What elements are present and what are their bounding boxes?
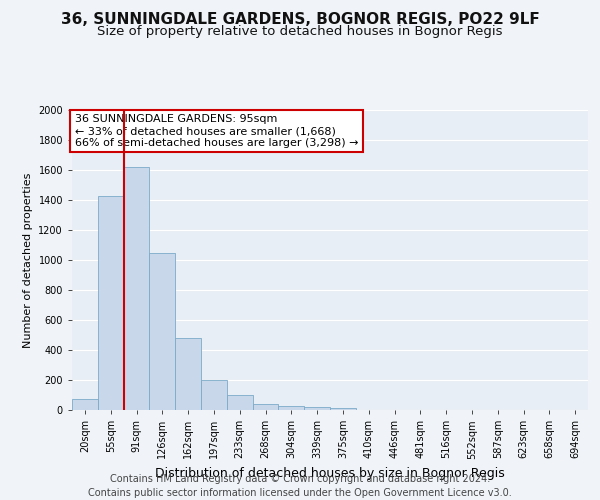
Bar bbox=[98, 196, 124, 410]
Text: Contains HM Land Registry data © Crown copyright and database right 2024.
Contai: Contains HM Land Registry data © Crown c… bbox=[88, 474, 512, 498]
Bar bbox=[253, 404, 278, 410]
Bar bbox=[124, 167, 149, 410]
Bar bbox=[149, 252, 175, 410]
Text: 36, SUNNINGDALE GARDENS, BOGNOR REGIS, PO22 9LF: 36, SUNNINGDALE GARDENS, BOGNOR REGIS, P… bbox=[61, 12, 539, 28]
Bar bbox=[304, 407, 330, 410]
Bar bbox=[72, 399, 98, 410]
Bar bbox=[175, 338, 201, 410]
Bar bbox=[330, 408, 356, 410]
Bar bbox=[201, 380, 227, 410]
Y-axis label: Number of detached properties: Number of detached properties bbox=[23, 172, 33, 348]
X-axis label: Distribution of detached houses by size in Bognor Regis: Distribution of detached houses by size … bbox=[155, 467, 505, 480]
Bar bbox=[278, 406, 304, 410]
Text: 36 SUNNINGDALE GARDENS: 95sqm
← 33% of detached houses are smaller (1,668)
66% o: 36 SUNNINGDALE GARDENS: 95sqm ← 33% of d… bbox=[74, 114, 358, 148]
Bar bbox=[227, 395, 253, 410]
Text: Size of property relative to detached houses in Bognor Regis: Size of property relative to detached ho… bbox=[97, 25, 503, 38]
